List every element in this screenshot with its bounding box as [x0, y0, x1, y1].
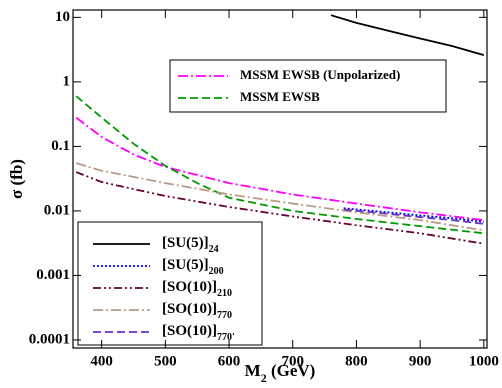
x-tick-label: 400	[90, 353, 113, 369]
series-line	[75, 116, 484, 222]
x-tick-label: 500	[154, 353, 177, 369]
legend-name: MSSM EWSB	[240, 89, 320, 104]
legend-label: MSSM EWSB	[240, 89, 320, 104]
x-tick-label: 700	[281, 353, 304, 369]
curves	[75, 14, 485, 245]
legend-box-lower	[77, 221, 263, 346]
legend-subscript: 770'	[217, 332, 235, 343]
legend-label: [SO(10)]210	[162, 279, 232, 298]
legend-name: [SU(5)]	[162, 257, 209, 273]
legend-name: [SO(10)]	[162, 279, 217, 295]
y-tick-label: 0.0001	[29, 331, 70, 347]
legend-subscript: 770	[217, 310, 232, 321]
y-tick-label: 10	[55, 9, 70, 25]
plot-frame	[72, 9, 488, 349]
legend-name: MSSM EWSB (Unpolarized)	[240, 67, 400, 82]
legend-label: MSSM EWSB (Unpolarized)	[240, 67, 400, 82]
legend-subscript: 24	[209, 244, 219, 255]
x-axis-label-part: 2	[261, 371, 267, 383]
y-tick-label: 0.1	[51, 138, 70, 154]
y-axis-label: σ (fb)	[7, 159, 26, 199]
y-tick-label: 0.01	[44, 202, 70, 218]
x-axis-label-part: M	[245, 361, 261, 380]
x-tick-label: 600	[218, 353, 241, 369]
legend-box-upper	[169, 59, 447, 113]
series-line	[343, 207, 484, 223]
x-tick-label: 800	[345, 353, 368, 369]
series-line	[75, 171, 484, 245]
y-tick-label: 0.001	[36, 267, 70, 283]
x-axis-label: M2 (GeV)	[245, 361, 316, 383]
legend-label: [SO(10)]770'	[162, 323, 235, 342]
legend-label: [SU(5)]24	[162, 235, 219, 254]
legend-label: [SO(10)]770	[162, 301, 232, 320]
legend-name: [SU(5)]	[162, 235, 209, 251]
series-line	[330, 14, 485, 56]
x-axis-label-part: (GeV)	[267, 361, 316, 380]
legend-subscript: 200	[209, 266, 224, 277]
y-tick-label: 1	[63, 73, 71, 89]
legend-label: [SU(5)]200	[162, 257, 224, 276]
series-line	[75, 162, 484, 232]
legend-name: [SO(10)]	[162, 301, 217, 317]
series-line	[343, 208, 484, 225]
x-tick-label: 900	[409, 353, 432, 369]
legend-name: [SO(10)]	[162, 323, 217, 339]
x-tick-label: 1000	[469, 353, 499, 369]
legend-subscript: 210	[217, 288, 232, 299]
series-line	[75, 95, 484, 235]
